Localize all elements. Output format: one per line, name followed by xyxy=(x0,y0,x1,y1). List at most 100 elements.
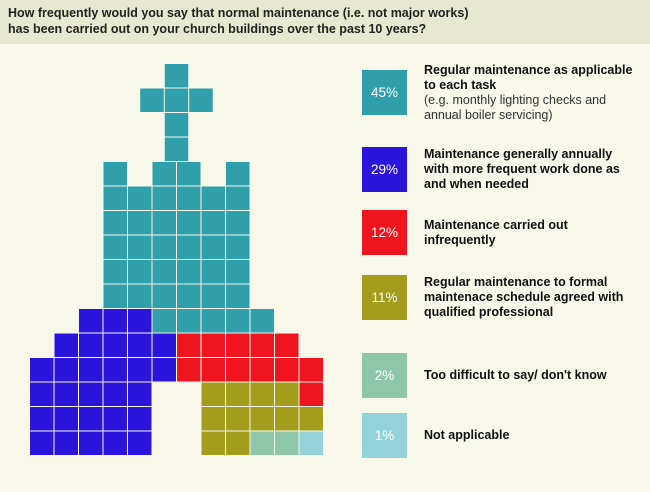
waffle-cell xyxy=(128,186,152,210)
waffle-cell xyxy=(128,333,152,357)
waffle-cell xyxy=(103,186,127,210)
waffle-cell xyxy=(54,431,78,455)
waffle-cell xyxy=(250,358,274,382)
waffle-cell xyxy=(226,431,250,455)
waffle-cell xyxy=(250,333,274,357)
waffle-cell xyxy=(152,162,176,186)
waffle-cell xyxy=(140,88,164,112)
waffle-cell xyxy=(164,88,189,112)
waffle-cell xyxy=(128,407,152,431)
legend-swatch: 11% xyxy=(362,275,407,320)
waffle-cell xyxy=(164,137,189,161)
waffle-cell xyxy=(164,64,189,88)
legend-entry: Too difficult to say/ don't know xyxy=(424,353,639,398)
waffle-cell xyxy=(103,211,127,235)
waffle-cell xyxy=(79,382,103,406)
waffle-cell xyxy=(103,382,127,406)
waffle-cell xyxy=(128,284,152,308)
waffle-cell xyxy=(177,211,201,235)
waffle-cell xyxy=(275,358,299,382)
legend-label: Not applicable xyxy=(424,428,510,442)
legend-label: Maintenance generally annually with more… xyxy=(424,147,620,191)
waffle-cell xyxy=(201,235,225,259)
waffle-cell xyxy=(79,309,103,333)
waffle-cell xyxy=(201,358,225,382)
waffle-cell xyxy=(128,260,152,284)
waffle-cell xyxy=(201,186,225,210)
waffle-cell xyxy=(103,162,127,186)
waffle-cell xyxy=(250,431,274,455)
waffle-cell xyxy=(103,358,127,382)
legend-label: Regular maintenance to formal maintenace… xyxy=(424,275,624,319)
legend-label: Too difficult to say/ don't know xyxy=(424,368,607,382)
waffle-cell xyxy=(177,309,201,333)
waffle-cell xyxy=(54,333,78,357)
waffle-cell xyxy=(30,431,54,455)
waffle-cell xyxy=(226,211,250,235)
waffle-cell xyxy=(128,235,152,259)
waffle-cell xyxy=(226,358,250,382)
waffle-cell xyxy=(103,407,127,431)
waffle-cell xyxy=(226,235,250,259)
waffle-cell xyxy=(275,382,299,406)
waffle-cell xyxy=(250,382,274,406)
waffle-cell xyxy=(201,260,225,284)
waffle-cell xyxy=(299,407,323,431)
waffle-cell xyxy=(299,382,323,406)
waffle-cell xyxy=(103,284,127,308)
waffle-cell xyxy=(226,407,250,431)
waffle-cell xyxy=(103,260,127,284)
waffle-cell xyxy=(128,431,152,455)
waffle-cell xyxy=(226,260,250,284)
waffle-cell xyxy=(275,431,299,455)
legend-swatch: 45% xyxy=(362,70,407,115)
waffle-cell xyxy=(79,431,103,455)
waffle-cell xyxy=(152,186,176,210)
waffle-cell xyxy=(177,358,201,382)
legend-entry: Not applicable xyxy=(424,413,639,458)
waffle-cell xyxy=(275,333,299,357)
waffle-cell xyxy=(275,407,299,431)
waffle-cell xyxy=(177,235,201,259)
legend-swatch: 2% xyxy=(362,353,407,398)
waffle-cell xyxy=(79,407,103,431)
waffle-cell xyxy=(250,407,274,431)
waffle-cell xyxy=(152,284,176,308)
waffle-cell xyxy=(152,211,176,235)
waffle-cell xyxy=(164,113,189,137)
waffle-cell xyxy=(152,358,176,382)
waffle-cell xyxy=(128,358,152,382)
waffle-cell xyxy=(152,235,176,259)
waffle-cell xyxy=(177,260,201,284)
legend-label: Maintenance carried out infrequently xyxy=(424,217,568,247)
waffle-cell xyxy=(299,358,323,382)
waffle-cell xyxy=(226,309,250,333)
waffle-cell xyxy=(201,382,225,406)
waffle-cell xyxy=(30,382,54,406)
waffle-cell xyxy=(201,407,225,431)
waffle-cell xyxy=(128,382,152,406)
waffle-cell xyxy=(299,431,323,455)
legend-swatch: 1% xyxy=(362,413,407,458)
waffle-cell xyxy=(226,186,250,210)
waffle-cell xyxy=(103,333,127,357)
waffle-cell xyxy=(201,211,225,235)
waffle-cell xyxy=(103,309,127,333)
title-line: has been carried out on your church buil… xyxy=(8,22,427,36)
waffle-cell xyxy=(177,186,201,210)
waffle-cell xyxy=(250,309,274,333)
waffle-cell xyxy=(201,431,225,455)
waffle-cell xyxy=(54,407,78,431)
legend-entry: Regular maintenance as applicable to eac… xyxy=(424,63,639,122)
waffle-cell xyxy=(128,211,152,235)
legend-label: Regular maintenance as applicable to eac… xyxy=(424,62,633,92)
waffle-cell xyxy=(54,358,78,382)
waffle-cell xyxy=(201,284,225,308)
waffle-cell xyxy=(201,333,225,357)
waffle-cell xyxy=(79,358,103,382)
legend-entry: Maintenance generally annually with more… xyxy=(424,147,639,192)
waffle-cell xyxy=(152,333,176,357)
waffle-cell xyxy=(54,382,78,406)
legend-entry: Regular maintenance to formal maintenace… xyxy=(424,275,639,320)
